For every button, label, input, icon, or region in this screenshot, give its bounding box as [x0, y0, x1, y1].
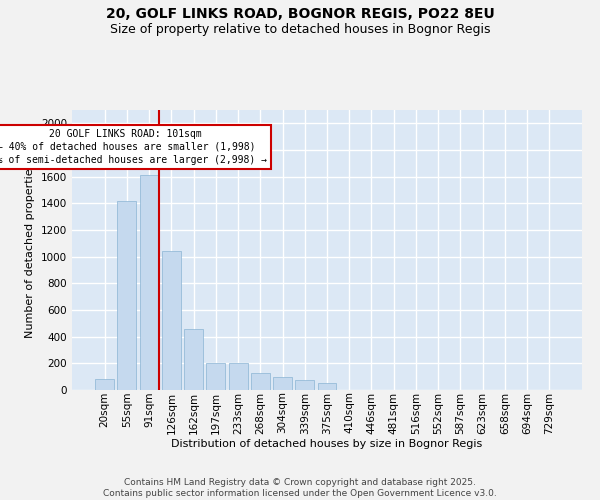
Bar [95, 380, 114, 390]
Bar [251, 372, 270, 390]
Bar [229, 364, 248, 390]
Bar [184, 328, 203, 390]
Bar [273, 376, 292, 390]
Text: 20 GOLF LINKS ROAD: 101sqm
← 40% of detached houses are smaller (1,998)
60% of s: 20 GOLF LINKS ROAD: 101sqm ← 40% of deta… [0, 128, 267, 165]
Bar [140, 176, 158, 390]
Text: Contains HM Land Registry data © Crown copyright and database right 2025.
Contai: Contains HM Land Registry data © Crown c… [103, 478, 497, 498]
Bar [162, 252, 181, 390]
Y-axis label: Number of detached properties: Number of detached properties [25, 162, 35, 338]
X-axis label: Distribution of detached houses by size in Bognor Regis: Distribution of detached houses by size … [172, 439, 482, 449]
Text: Size of property relative to detached houses in Bognor Regis: Size of property relative to detached ho… [110, 22, 490, 36]
Bar [317, 384, 337, 390]
Text: 20, GOLF LINKS ROAD, BOGNOR REGIS, PO22 8EU: 20, GOLF LINKS ROAD, BOGNOR REGIS, PO22 … [106, 8, 494, 22]
Bar [206, 364, 225, 390]
Bar [295, 380, 314, 390]
Bar [118, 200, 136, 390]
